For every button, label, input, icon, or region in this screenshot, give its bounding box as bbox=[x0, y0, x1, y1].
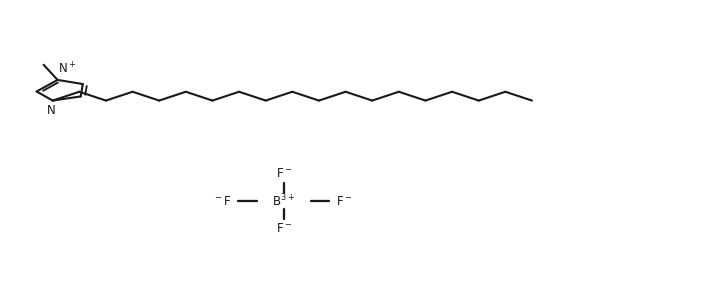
Text: F$^-$: F$^-$ bbox=[276, 167, 292, 180]
Text: $^-$F: $^-$F bbox=[213, 194, 232, 208]
Text: N$^+$: N$^+$ bbox=[59, 61, 77, 76]
Text: B$^{3+}$: B$^{3+}$ bbox=[272, 193, 295, 209]
Text: N: N bbox=[47, 104, 56, 117]
Text: F$^-$: F$^-$ bbox=[337, 194, 353, 208]
Text: F$^-$: F$^-$ bbox=[276, 222, 292, 235]
